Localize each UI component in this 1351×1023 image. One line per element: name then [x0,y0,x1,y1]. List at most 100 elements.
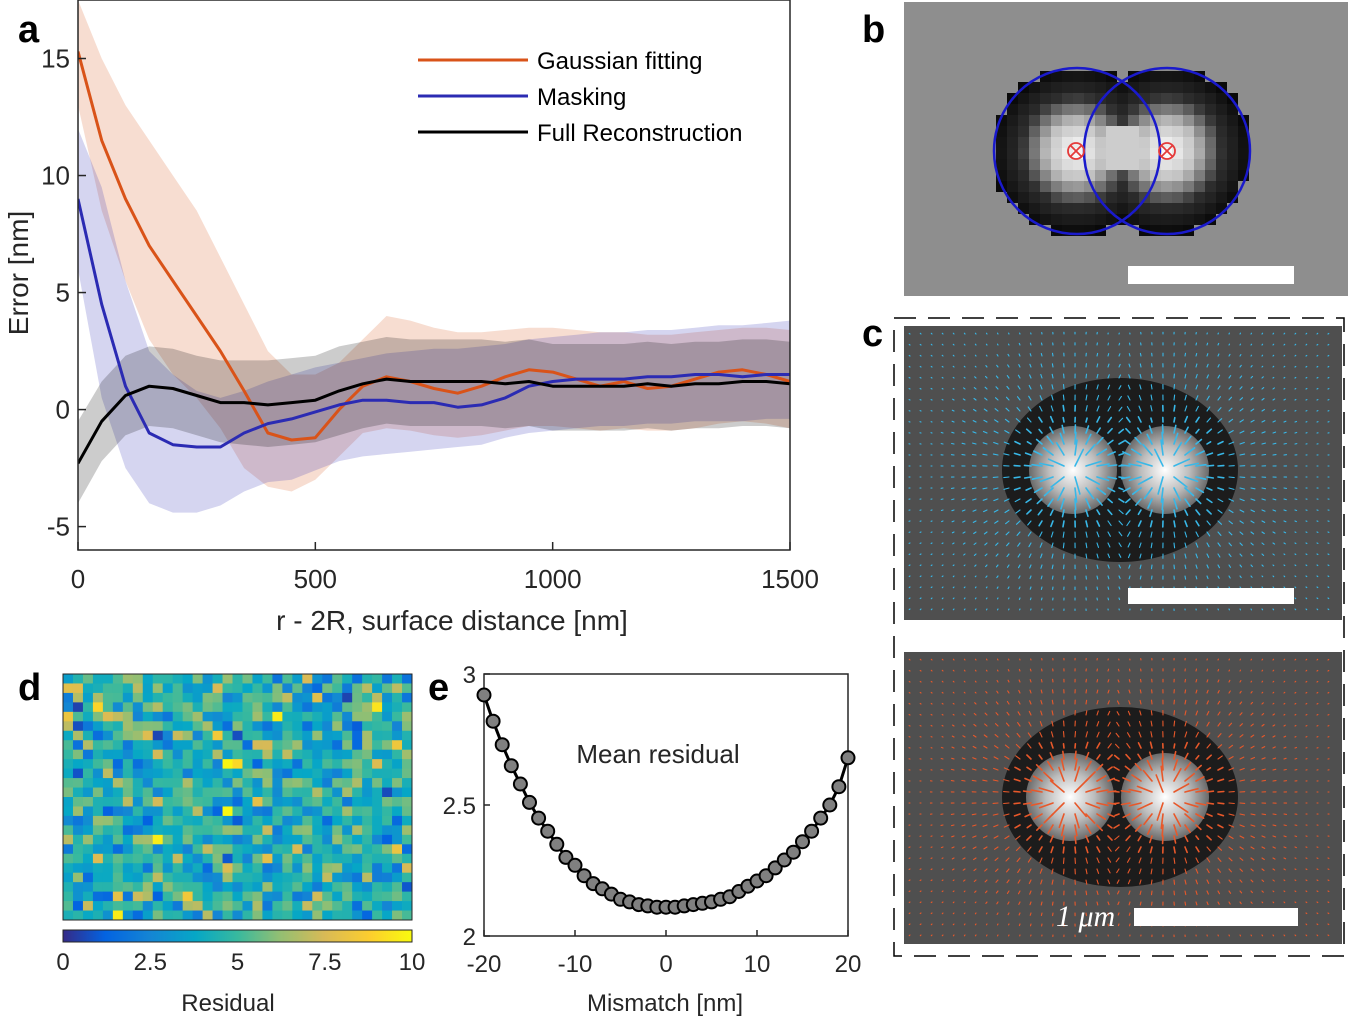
vector-arrow [1250,680,1253,683]
heatmap-cell [232,787,243,798]
vector-arrow [963,923,966,926]
vector-arrow [1217,564,1221,569]
vector-arrow [974,586,977,589]
b-pixel [1106,137,1117,148]
vector-arrow [1316,691,1319,694]
vector-arrow [1217,744,1223,749]
vector-arrow [1272,879,1275,882]
heatmap-cell [262,910,273,921]
b-pixel [1194,214,1205,225]
heatmap-cell [102,806,114,817]
vector-arrow [1250,857,1255,861]
vector-arrow [1184,462,1199,467]
vector-arrow [1173,750,1177,760]
vector-arrow [1272,813,1277,816]
vector-arrow [1272,702,1275,705]
vector-arrow [930,890,933,893]
vector-arrow [1124,824,1131,830]
vector-arrow [1195,700,1198,705]
heatmap-cell [382,806,393,817]
heatmap-cell [272,759,283,770]
legend-label-0: Gaussian fitting [537,48,702,75]
heatmap-cell [82,863,94,874]
vector-arrow [1316,923,1319,926]
vector-arrow [1128,342,1131,346]
vector-arrow [1250,520,1255,524]
vector-arrow [1217,418,1223,423]
vector-arrow [1025,428,1032,434]
heatmap-cell [362,834,373,845]
vector-arrow [1096,678,1099,683]
vector-arrow [930,354,933,357]
vector-arrow [1195,531,1199,538]
heatmap-cell [152,910,164,921]
data-point [485,713,501,729]
heatmap-cell [162,806,174,817]
vector-arrow [1116,721,1120,727]
vector-arrow [1184,901,1187,906]
vector-arrow [1206,509,1212,515]
vector-arrow [1206,428,1213,434]
center-marker-left [1067,142,1085,160]
b-pixel [1128,137,1139,148]
vector-arrow [1217,835,1223,840]
vector-arrow [961,757,966,760]
vector-arrow [1139,363,1142,368]
vector-arrow [940,846,944,849]
vector-arrow [1027,520,1032,526]
vector-arrow [1128,374,1131,379]
heatmap-cell [102,692,114,703]
vector-arrow [1085,868,1088,875]
vector-arrow [1239,767,1245,771]
heatmap-cell [262,787,273,798]
panel-label-b: b [862,9,885,51]
vector-arrow [1085,394,1088,401]
b-pixel [1029,115,1040,126]
heatmap-cell [262,674,273,684]
vector-arrow [1029,700,1032,705]
heatmap-cell [92,806,104,817]
vector-arrow [1228,531,1233,536]
heatmap-cell [232,711,243,722]
vector-arrow [1003,487,1010,490]
heatmap-cell [122,863,134,874]
vector-arrow [972,509,977,512]
vector-arrow [1085,760,1092,771]
heatmap-cell [272,702,283,713]
vector-arrow [1107,857,1112,863]
heatmap-cell [122,768,134,779]
heatmap-cell [232,768,243,779]
heatmap-cell [63,910,74,921]
heatmap-cell [342,882,353,893]
heatmap-cell [112,825,124,836]
vector-arrow [952,553,955,556]
vector-arrow [1261,824,1266,827]
vector-arrow [1305,868,1308,871]
vector-arrow [1137,846,1142,854]
vector-arrow [963,343,966,346]
heatmap-cell [292,797,303,807]
b-pixel [1062,159,1073,170]
vector-arrow [1107,553,1111,559]
vector-arrow [1139,710,1142,716]
vector-arrow [1195,802,1207,806]
heatmap-cell [232,740,243,751]
vector-arrow [1294,398,1297,401]
heatmap-cell [92,683,104,694]
vector-arrow [1003,453,1010,456]
vector-arrow [963,934,966,937]
heatmap-cell [162,910,174,921]
vector-arrow [1228,476,1235,479]
b-pixel [1018,148,1029,159]
vector-arrow [1228,375,1232,379]
heatmap-cell [212,797,223,807]
heatmap-cell [272,815,283,826]
vector-arrow [1096,710,1099,716]
b-pixel [1095,203,1106,214]
vector-arrow [974,597,977,600]
b-pixel [1095,192,1106,203]
heatmap-cell [382,787,393,798]
vector-arrow [1043,771,1054,782]
b-pixel [1150,126,1161,137]
heatmap-cell [312,759,323,770]
